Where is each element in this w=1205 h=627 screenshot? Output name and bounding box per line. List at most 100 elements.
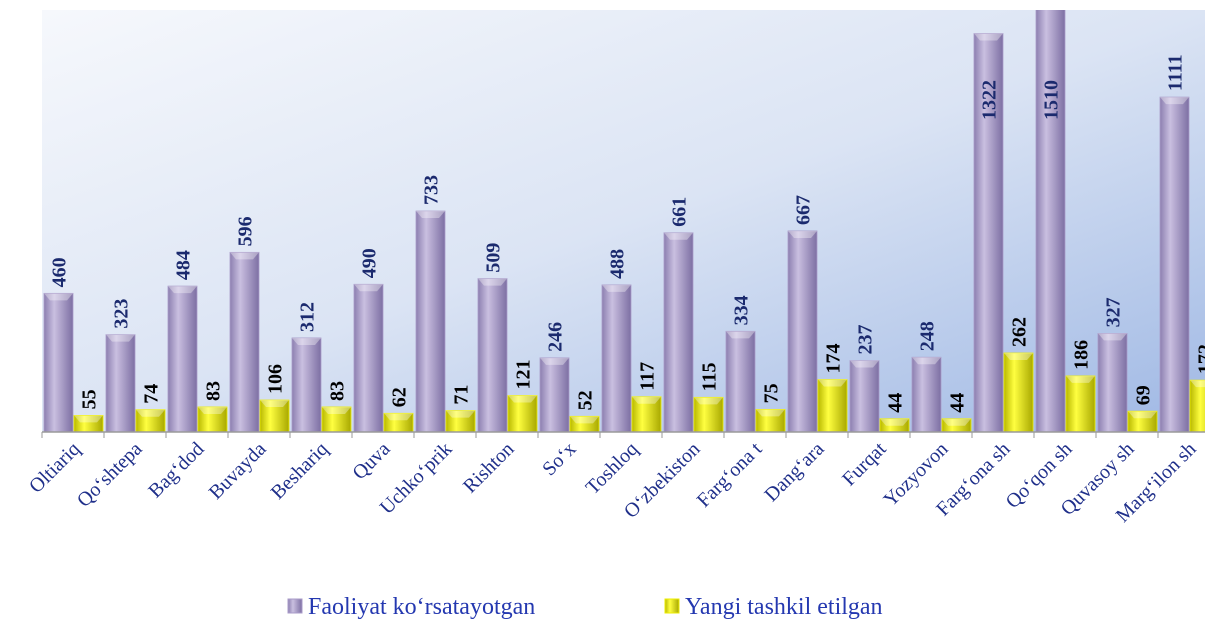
value-label: 733 (421, 175, 443, 205)
value-label: 484 (173, 250, 195, 280)
value-label: 55 (79, 389, 101, 409)
bar-bevel (292, 337, 321, 345)
bar (43, 292, 74, 433)
bar (1065, 375, 1096, 433)
legend-label: Faoliyat ko‘rsatayotgan (308, 594, 535, 620)
bar (787, 230, 818, 433)
bar (415, 210, 446, 433)
value-label: 74 (141, 384, 163, 404)
bar-bevel (850, 360, 879, 368)
bar-bevel (1160, 97, 1189, 105)
bar (725, 330, 756, 433)
bar-bevel (74, 415, 103, 423)
bar (291, 337, 322, 433)
value-label: 237 (855, 325, 877, 355)
bar-bevel (632, 396, 661, 404)
value-label: 1111 (1165, 54, 1187, 91)
x-tick-label: Farg‘ona t (693, 438, 767, 512)
x-tick-label: Furqat (838, 438, 891, 491)
bar-bevel (198, 406, 227, 414)
bar-bevel (974, 33, 1003, 41)
bar-bevel (756, 409, 785, 417)
bar (1035, 10, 1066, 433)
bar-bevel (726, 331, 755, 339)
bar-bevel (664, 232, 693, 240)
value-label: 121 (513, 360, 535, 390)
value-label: 172 (1195, 344, 1205, 374)
bar-bevel (44, 293, 73, 301)
x-tick-label: Toshloq (582, 438, 643, 499)
bar-bevel (1004, 353, 1033, 361)
bar (1189, 379, 1205, 433)
bar (601, 284, 632, 433)
bar-bevel (1098, 333, 1127, 341)
bar-bevel (1128, 411, 1157, 419)
bar (197, 406, 228, 433)
legend-marker (287, 598, 303, 614)
value-label: 262 (1009, 317, 1031, 347)
value-label: 106 (265, 364, 287, 394)
legend-label: Yangi tashkil etilgan (685, 594, 883, 620)
x-tick-label: Buvayda (205, 438, 271, 504)
bar-bevel (1190, 380, 1205, 388)
plot-area: 460 55 323 74 484 83 596 106 312 83 490 62 733 71 509 1… (43, 10, 1205, 433)
x-tick-label: Oltiariq (25, 438, 85, 498)
bar (911, 356, 942, 433)
value-label: 83 (327, 381, 349, 401)
bar (817, 379, 848, 433)
bar (353, 283, 384, 433)
bar (1003, 352, 1034, 433)
value-label: 75 (761, 383, 783, 403)
bar (1159, 96, 1190, 433)
value-label: 117 (637, 362, 659, 391)
x-tick-label: Qo‘shtepa (73, 438, 147, 512)
bar-bevel (508, 395, 537, 403)
bar-bevel (416, 211, 445, 219)
value-label: 488 (607, 249, 629, 279)
bar (321, 406, 352, 433)
x-tick-label: Bag‘dod (144, 438, 208, 502)
bar-bevel (602, 284, 631, 292)
bar (477, 278, 508, 433)
value-label: 334 (731, 295, 753, 325)
value-label: 44 (947, 393, 969, 413)
value-label: 596 (235, 216, 257, 246)
bar-bevel (570, 416, 599, 424)
value-label: 327 (1103, 297, 1125, 327)
value-label: 52 (575, 390, 597, 410)
x-tick-label: Rishton (459, 438, 519, 498)
bar (167, 285, 198, 433)
bar-bevel (788, 230, 817, 238)
bar-bevel (136, 409, 165, 417)
bar-bevel (260, 400, 289, 408)
bar-bevel (230, 252, 259, 260)
bar-bevel (446, 410, 475, 418)
value-label: 174 (823, 344, 845, 374)
bar (663, 232, 694, 433)
bar-bevel (322, 406, 351, 414)
bar-bevel (942, 418, 971, 426)
value-label: 490 (359, 248, 381, 278)
x-tick-label: Quva (348, 438, 394, 484)
bar-bevel (818, 379, 847, 387)
bar (105, 334, 136, 433)
x-tick-label: Beshariq (267, 438, 333, 504)
value-label: 71 (451, 385, 473, 405)
bar-bevel (478, 278, 507, 286)
bar (507, 395, 538, 433)
bar-bevel (354, 284, 383, 292)
value-label: 44 (885, 393, 907, 413)
value-label: 246 (545, 322, 567, 352)
bar (259, 399, 290, 433)
value-label: 312 (297, 302, 319, 332)
bar-bevel (168, 286, 197, 294)
value-label: 1322 (979, 80, 1001, 120)
legend-marker (664, 598, 680, 614)
bar-bevel (540, 357, 569, 365)
value-label: 460 (49, 257, 71, 287)
value-label: 186 (1071, 340, 1093, 370)
value-label: 69 (1133, 385, 1155, 405)
value-label: 661 (669, 197, 691, 227)
value-label: 323 (111, 299, 133, 329)
